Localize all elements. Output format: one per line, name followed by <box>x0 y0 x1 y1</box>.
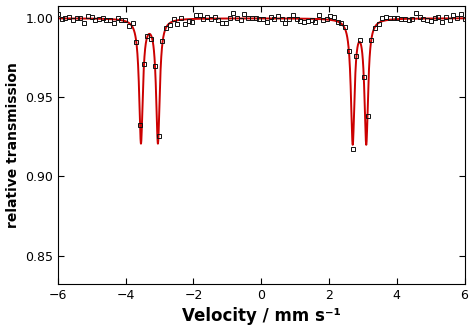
X-axis label: Velocity / mm s⁻¹: Velocity / mm s⁻¹ <box>182 307 341 325</box>
Y-axis label: relative transmission: relative transmission <box>6 62 19 228</box>
